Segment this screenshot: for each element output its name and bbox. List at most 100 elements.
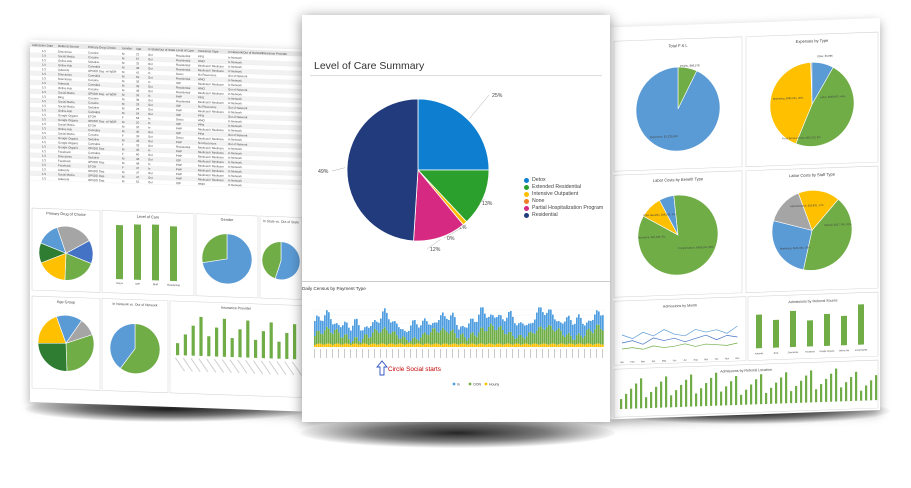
center-report-page: Level of Care Summary 25% 13% 1% 0% 12% 49% In… (302, 15, 610, 422)
census-date-tick-label (344, 349, 345, 358)
census-bar-oon (326, 326, 328, 344)
census-bar-in (382, 311, 384, 329)
census-bar-hourly (320, 343, 322, 347)
insurance-bar (222, 318, 227, 357)
census-date-tick-label (386, 349, 387, 358)
table-cell: 1/1 (42, 49, 46, 53)
loc-leader-line (331, 167, 346, 172)
census-bar-in (550, 309, 552, 326)
census-bar-oon (342, 337, 344, 345)
census-date-tick-label (536, 349, 537, 358)
census-bar-in (516, 325, 518, 339)
census-bar-oon (360, 342, 362, 345)
census-bar-in (404, 330, 406, 338)
table-cell: 41 (136, 71, 140, 75)
adm-location-bar (800, 380, 803, 403)
census-bar-oon (484, 331, 486, 345)
table-cell: Out (148, 62, 153, 66)
adm-location-bar (810, 370, 813, 403)
loc-small-category: Detox (116, 281, 123, 285)
adm-month-label: Apr (652, 360, 656, 363)
table-cell: M (122, 138, 125, 142)
census-bar-in (518, 323, 520, 336)
table-cell: F (122, 152, 124, 156)
census-bar-hourly (556, 344, 558, 347)
census-bar-hourly (574, 344, 576, 347)
census-bar-in (414, 320, 416, 338)
census-bar-hourly (326, 343, 328, 347)
adm-source-bar (824, 313, 830, 346)
legend-swatch (524, 192, 529, 197)
insurance-axis-label (213, 358, 224, 373)
adm-source-bar (773, 319, 779, 348)
census-bar-oon (496, 330, 498, 344)
census-bar-in (504, 321, 506, 335)
census-legend-label: In (457, 383, 460, 387)
adm-location-bar (645, 397, 648, 409)
census-bar-hourly (490, 343, 492, 347)
table-cell: Cocaine (88, 55, 99, 59)
adm-month-line (621, 342, 738, 350)
census-bar-oon (370, 337, 372, 344)
table-cell: PPO (198, 95, 205, 99)
census-bar-oon (492, 325, 494, 345)
census-bar-hourly (394, 344, 396, 347)
census-bar-hourly (344, 343, 346, 347)
census-bar-oon (540, 326, 542, 345)
table-cell: In Network (228, 101, 242, 106)
table-cell: Detox (176, 136, 184, 140)
census-bar-hourly (600, 344, 602, 347)
table-cell: Cannabis (88, 142, 101, 146)
table-cell: IOP (176, 181, 181, 185)
census-bar-in (584, 325, 586, 336)
census-bar-in (332, 324, 334, 334)
table-row-line (30, 120, 302, 131)
table-cell: 1/1 (42, 95, 46, 99)
loc-data-label: 0% (447, 236, 455, 242)
adm-location-bar (725, 386, 728, 406)
section-divider (302, 281, 610, 282)
table-cell: Residential (176, 145, 191, 150)
adm-location-bar (855, 371, 858, 401)
table-cell: 1/1 (42, 172, 46, 176)
staff-label: Administrative, $33,805, 17% (790, 203, 824, 208)
census-bar-oon (512, 335, 514, 345)
table-cell: In Network (228, 124, 242, 129)
census-bar-oon (414, 337, 416, 345)
census-bar-hourly (498, 343, 500, 347)
census-bar-hourly (318, 343, 320, 347)
age-pie-slice (65, 334, 95, 372)
census-bar-oon (416, 339, 418, 344)
census-date-tick-label (494, 349, 495, 358)
table-cell: Residential (176, 58, 191, 63)
loc-data-label: 49% (318, 169, 329, 175)
table-cell: 1/1 (42, 85, 46, 89)
census-bar-in (590, 320, 592, 332)
table-cell: 46 (136, 157, 140, 161)
table-cell: M (122, 93, 125, 97)
left-report-svg: Admission Date Referral Source Primary Dru… (30, 42, 303, 398)
staff-label: Marketing, $139,484, 26% (780, 245, 811, 250)
table-cell: 39 (136, 84, 140, 88)
census-bar-oon (412, 338, 414, 345)
census-bar-hourly (558, 344, 560, 347)
census-bar-in (368, 327, 370, 338)
census-bar-hourly (486, 344, 488, 347)
census-bar-in (384, 308, 386, 328)
census-bar-in (448, 319, 450, 334)
census-bar-in (416, 324, 418, 340)
table-cell: IOP (176, 113, 181, 117)
adm-location-bar (685, 379, 688, 407)
table-cell: 26 (136, 107, 140, 111)
census-bar-oon (536, 330, 538, 344)
table-cell: In (148, 121, 151, 125)
census-bar-in (534, 319, 536, 334)
loc-leader-line (469, 94, 490, 119)
census-bar-oon (472, 332, 474, 344)
table-cell: 1/1 (42, 99, 46, 103)
expenses-label: Other, $5,886 (817, 54, 833, 59)
table-cell: 1/1 (42, 54, 46, 58)
census-bar-hourly (476, 344, 478, 347)
network-pie-slice (119, 323, 161, 374)
table-cell: Social Media (58, 122, 75, 127)
